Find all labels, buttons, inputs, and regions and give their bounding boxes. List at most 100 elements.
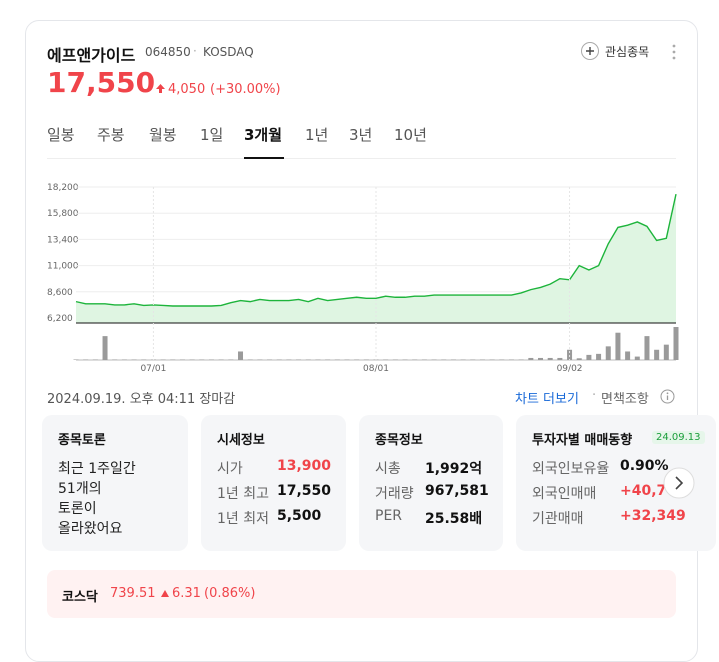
chart: 6,200 8,600 11,000 13,400 15,800 18,200 07/01 0… xyxy=(47,183,679,374)
volume-bar xyxy=(73,359,79,360)
chart-more-link[interactable]: 차트 더보기 xyxy=(515,392,579,407)
row-value: 25.58배 xyxy=(425,511,483,527)
tab[interactable]: 1년 xyxy=(305,126,329,144)
tab[interactable]: 10년 xyxy=(394,126,427,144)
volume-bar xyxy=(392,359,398,360)
volume-bar xyxy=(441,359,447,360)
price-change: 4,050 xyxy=(168,82,206,97)
volume-bar xyxy=(160,359,166,360)
more-menu[interactable] xyxy=(670,43,678,61)
row-value: +40,7 xyxy=(620,483,667,499)
volume-bar xyxy=(518,359,524,360)
volume-bar xyxy=(92,359,98,360)
row-value: 5,500 xyxy=(277,508,322,524)
card-title: 종목토론 xyxy=(58,433,106,448)
info-icon xyxy=(660,389,675,404)
row-label: 거래량 xyxy=(375,486,414,502)
volume-bar xyxy=(596,353,602,360)
card-line: 51개의 xyxy=(58,481,102,497)
volume-bar xyxy=(663,344,669,360)
disclaimer-link[interactable]: 면책조항 xyxy=(601,392,649,407)
volume-bar xyxy=(344,359,350,360)
volume-bar xyxy=(567,349,573,360)
y-tick-label: 13,400 xyxy=(47,235,79,245)
y-tick-label: 11,000 xyxy=(47,262,79,272)
index-change: 6.31 xyxy=(172,586,201,601)
row-label: 시가 xyxy=(217,461,243,477)
tab[interactable]: 주봉 xyxy=(97,126,125,144)
volume-bar xyxy=(141,359,147,360)
up-arrow xyxy=(156,84,165,93)
tab[interactable]: 3년 xyxy=(349,126,373,144)
volume-bar xyxy=(257,359,263,360)
card-line: 올라왔어요 xyxy=(58,521,123,537)
info-card: 종목정보 시총 1,992억 거래량 967,581 PER 25.58배 xyxy=(359,415,503,551)
watch-label: 관심종목 xyxy=(605,45,650,59)
volume-bar xyxy=(470,359,476,360)
volume-bar xyxy=(605,346,611,360)
card-title: 투자자별 매매동향 xyxy=(532,433,633,448)
dot: · xyxy=(592,388,597,403)
tab[interactable]: 월봉 xyxy=(149,126,177,144)
volume-bar xyxy=(634,356,640,360)
stock-code: 064850 xyxy=(145,45,191,59)
next-button[interactable] xyxy=(663,467,695,499)
x-tick-label: 08/01 xyxy=(363,364,389,374)
market: KOSDAQ xyxy=(203,45,254,59)
y-tick-label: 15,800 xyxy=(47,209,79,219)
y-tick-label: 6,200 xyxy=(47,314,73,324)
volume-bar xyxy=(189,359,195,360)
volume-bar xyxy=(528,357,534,360)
volume-bar xyxy=(325,359,331,360)
timestamp: 2024.09.19. 오후 04:11 장마감 xyxy=(47,392,236,407)
page: 에프앤가이드 064850 · KOSDAQ 관심종목 17,550 4,050… xyxy=(25,20,705,662)
info-card: 시세정보 시가 13,900 1년 최고 17,550 1년 최저 5,500 xyxy=(201,415,346,551)
price-change-rate: (+30.00%) xyxy=(210,82,281,97)
volume-bar xyxy=(228,359,234,360)
volume-bar xyxy=(131,359,137,360)
row-label: 시총 xyxy=(375,461,401,477)
volume-bar xyxy=(654,349,660,360)
volume-bar xyxy=(499,359,505,360)
volume-bar xyxy=(421,359,427,360)
x-tick-label: 07/01 xyxy=(140,364,166,374)
tab[interactable]: 일봉 xyxy=(47,126,75,144)
index-bar xyxy=(47,570,676,618)
row-label: PER xyxy=(375,508,403,524)
volume-bar xyxy=(305,359,311,360)
volume-bar xyxy=(547,357,553,360)
row-label: 1년 최저 xyxy=(217,511,269,527)
tab[interactable]: 3개월 xyxy=(244,126,283,144)
index-name: 코스닥 xyxy=(62,590,98,605)
volume-bar xyxy=(238,351,244,360)
card-line: 토론이 xyxy=(58,501,97,517)
volume-bar xyxy=(199,359,205,360)
x-tick-label: 09/02 xyxy=(557,364,583,374)
tab[interactable]: 1일 xyxy=(200,126,224,144)
volume-bar xyxy=(276,359,282,360)
volume-bar xyxy=(557,357,563,360)
volume-bar xyxy=(431,359,437,360)
row-value: 13,900 xyxy=(277,458,332,474)
volume-bar xyxy=(170,359,176,360)
volume-bar xyxy=(450,359,456,360)
volume-bar xyxy=(247,359,253,360)
index-value: 739.51 xyxy=(110,586,156,601)
volume-bar xyxy=(296,359,302,360)
volume-bar xyxy=(460,359,466,360)
volume-bar xyxy=(538,357,544,360)
volume-bar xyxy=(179,359,185,360)
index-rate: (0.86%) xyxy=(204,586,256,601)
volume-bar xyxy=(354,359,360,360)
price-area xyxy=(76,194,676,323)
row-label: 외국인매매 xyxy=(532,486,597,502)
card-line: 최근 1주일간 xyxy=(58,461,136,477)
date-badge: 24.09.13 xyxy=(652,431,705,444)
price-line xyxy=(75,193,677,307)
volume-bar xyxy=(334,359,340,360)
index-up-icon xyxy=(161,590,169,597)
volume-bar xyxy=(586,354,592,360)
y-tick-label: 8,600 xyxy=(47,288,73,298)
row-label: 외국인보유율 xyxy=(532,461,610,477)
